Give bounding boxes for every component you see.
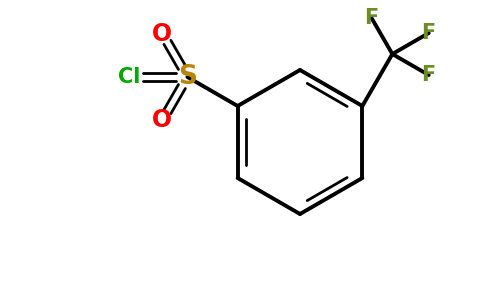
Text: Cl: Cl bbox=[118, 67, 141, 87]
Text: F: F bbox=[422, 65, 436, 85]
Text: F: F bbox=[422, 23, 436, 43]
Text: F: F bbox=[364, 8, 378, 28]
Text: S: S bbox=[178, 64, 197, 90]
Text: O: O bbox=[152, 22, 172, 46]
Text: O: O bbox=[152, 108, 172, 132]
